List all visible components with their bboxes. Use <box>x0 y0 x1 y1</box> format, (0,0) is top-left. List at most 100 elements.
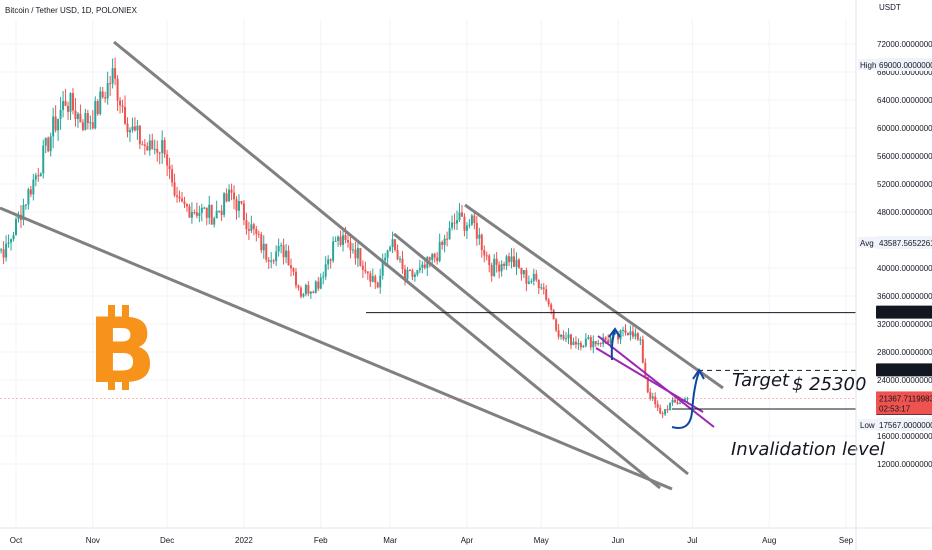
candle-body <box>537 279 540 289</box>
candle-body <box>463 216 466 231</box>
candle-body <box>190 212 193 218</box>
inner-channel-line <box>597 335 715 428</box>
candle-body <box>356 247 359 259</box>
candle-body <box>369 273 372 282</box>
y-tick-label: 32000.00000000 <box>877 320 932 329</box>
candle-body <box>76 113 79 119</box>
candle-body <box>468 224 471 226</box>
candle-body <box>686 398 689 400</box>
candle-body <box>71 93 74 111</box>
candle-body <box>649 392 652 399</box>
candle-body <box>161 140 164 153</box>
candle-body <box>317 281 320 289</box>
candle-body <box>54 116 57 131</box>
candle-body <box>592 341 595 348</box>
candle-body <box>490 265 493 277</box>
currency-label: USDT <box>879 3 901 12</box>
candle-body <box>379 275 382 288</box>
candle-body <box>136 125 139 131</box>
candle-body <box>121 105 124 107</box>
candle-body <box>441 242 444 246</box>
candle-body <box>607 340 610 343</box>
candle-body <box>679 403 681 405</box>
candle-body <box>59 109 62 119</box>
bitcoin-tick-bottom-2 <box>122 376 129 390</box>
candle-body <box>128 130 131 133</box>
x-tick-label: Oct <box>10 536 23 545</box>
candle-body <box>604 337 607 341</box>
candle-body <box>508 256 511 263</box>
candle-body <box>158 152 161 154</box>
candle-body <box>636 333 639 340</box>
candle-body <box>141 144 144 146</box>
time-axis[interactable]: Oct Nov Dec 2022 Feb Mar Apr May Jun Jul Aug Sep <box>0 527 932 545</box>
candle-body <box>617 332 620 340</box>
candle-body <box>247 229 250 231</box>
candle-body <box>626 332 629 336</box>
candle-body <box>267 259 270 262</box>
candle-body <box>676 402 679 404</box>
candle-body <box>5 243 8 258</box>
x-tick-label: Apr <box>461 536 474 545</box>
candle-body <box>262 243 265 251</box>
candle-body <box>656 404 659 408</box>
candle-body <box>29 189 32 195</box>
candle-body <box>431 253 434 261</box>
candle-body <box>354 249 357 259</box>
candle-body <box>614 332 617 334</box>
candle-body <box>470 215 473 225</box>
candle-body <box>641 339 644 363</box>
candle-body <box>218 210 221 212</box>
candle-body <box>438 242 441 262</box>
candle-body <box>193 212 196 214</box>
candle-body <box>173 182 176 196</box>
x-tick-label: Sep <box>839 536 854 545</box>
candle-body <box>111 68 114 84</box>
candle-body <box>483 250 486 256</box>
candle-body <box>359 247 362 266</box>
low-tag-bg <box>858 419 876 431</box>
candle-body <box>622 329 625 331</box>
candle-body <box>683 399 686 401</box>
candle-body <box>230 189 233 193</box>
price-axis[interactable]: 12000.00000000 16000.00000000 24000.000000… <box>855 0 932 550</box>
candle-body <box>433 253 436 258</box>
y-tick-label: 40000.00000000 <box>877 264 932 273</box>
candle-body <box>104 97 107 99</box>
y-tick-label: 24000.00000000 <box>877 376 932 385</box>
candle-body <box>671 399 674 403</box>
candle-body <box>285 250 288 258</box>
candle-body <box>185 204 188 207</box>
x-tick-label: Aug <box>762 536 776 545</box>
candle-body <box>572 341 575 345</box>
candle-body <box>361 265 364 270</box>
candle-body <box>399 258 402 260</box>
avg-value-bg <box>876 235 932 249</box>
candle-body <box>114 68 117 79</box>
y-tick-label: 68000.00000000 <box>877 68 932 77</box>
candle-body <box>584 338 587 347</box>
candle-body <box>314 281 317 293</box>
candle-body <box>525 270 528 284</box>
channel-line <box>393 232 689 476</box>
candle-body <box>109 83 112 85</box>
candle-body <box>153 148 156 150</box>
candle-body <box>252 224 255 229</box>
candle-body <box>52 116 55 137</box>
candle-body <box>386 250 389 258</box>
x-tick-label: 2022 <box>235 536 253 545</box>
candle-body <box>15 219 17 236</box>
candle-body <box>213 218 216 225</box>
candle-body <box>47 137 50 152</box>
x-tick-label: Jun <box>612 536 625 545</box>
candle-body <box>39 173 42 177</box>
candle-body <box>503 263 506 266</box>
candle-body <box>530 281 533 283</box>
candle-body <box>545 289 548 300</box>
channel-line <box>464 203 724 390</box>
candle-body <box>493 258 496 277</box>
candle-body <box>210 204 213 225</box>
channel-line <box>113 40 661 490</box>
candle-body <box>62 101 65 110</box>
